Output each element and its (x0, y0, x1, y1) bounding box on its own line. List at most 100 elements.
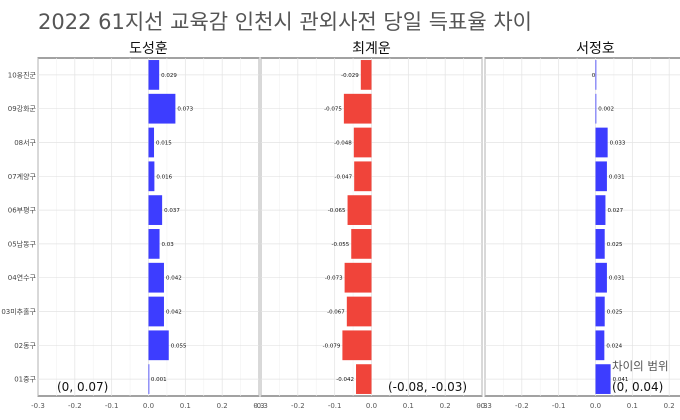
bar (148, 60, 160, 90)
data-label: 0.037 (164, 208, 180, 214)
bar (344, 262, 372, 293)
data-label: -0.067 (327, 310, 345, 316)
data-label: 0.025 (607, 242, 623, 248)
range-label: (0, 0.07) (57, 380, 108, 394)
bar (595, 161, 607, 192)
bar (595, 229, 605, 259)
panel-frame (484, 57, 680, 397)
data-label: -0.079 (323, 343, 341, 349)
data-label: 0.042 (166, 276, 182, 282)
bar (595, 195, 606, 225)
x-tick-label: -0.2 (68, 402, 82, 410)
bar (595, 262, 607, 293)
data-label: -0.075 (324, 107, 342, 113)
x-tick-label: -0.1 (552, 402, 566, 410)
x-tick-label: 0.2 (440, 402, 451, 410)
category-label: 03미추홀구 (1, 307, 36, 316)
bar (148, 93, 176, 124)
data-label: 0.016 (156, 174, 172, 180)
bar (343, 93, 372, 124)
bar (595, 93, 597, 124)
category-label: 08서구 (14, 138, 36, 147)
data-label: -0.065 (328, 208, 346, 214)
x-tick-label: 0.1 (627, 402, 638, 410)
category-label: 10옹진군 (8, 70, 37, 79)
bar (148, 262, 164, 293)
x-tick-label: 0.2 (217, 402, 228, 410)
data-label: -0.047 (334, 174, 352, 180)
data-label: 0.03 (162, 242, 175, 248)
x-tick-label: 0.1 (403, 402, 414, 410)
bar (342, 330, 372, 361)
x-tick-label: 0.0 (143, 402, 154, 410)
facet-title: 최계운 (352, 41, 391, 57)
data-label: 0.001 (151, 377, 167, 383)
x-tick-label: 0.1 (180, 402, 191, 410)
range-label: (-0.08, -0.03) (388, 380, 467, 394)
x-tick-label: -0.2 (515, 402, 529, 410)
data-label: -0.042 (336, 377, 354, 383)
data-label: 0 (592, 73, 596, 79)
data-label: -0.055 (332, 242, 350, 248)
x-tick-label: -0.1 (328, 402, 342, 410)
data-label: 0.055 (171, 343, 187, 349)
category-label: 07계양구 (8, 172, 37, 181)
bar (148, 127, 155, 158)
data-label: 0.029 (161, 73, 177, 79)
data-label: -0.048 (334, 141, 352, 147)
range-annotation: 차이의 범위 (612, 359, 669, 373)
bar (351, 229, 372, 259)
bar (148, 195, 163, 225)
bar (360, 60, 372, 90)
data-label: 0.025 (607, 310, 623, 316)
x-tick-label: 0.3 (253, 402, 264, 410)
category-label: 09강화군 (8, 104, 37, 113)
x-tick-label: -0.2 (291, 402, 305, 410)
category-label: 06부평구 (8, 206, 37, 215)
data-label: 0.031 (609, 276, 625, 282)
data-label: 0.041 (613, 377, 629, 383)
x-tick-label: -0.1 (105, 402, 119, 410)
data-label: 0.033 (610, 141, 626, 147)
x-tick-label: -0.3 (478, 402, 492, 410)
bar (595, 364, 611, 394)
x-tick-label: 0.3 (476, 402, 487, 410)
bar (595, 127, 608, 158)
data-label: 0.042 (166, 310, 182, 316)
bar (595, 296, 605, 327)
data-label: 0.031 (609, 174, 625, 180)
x-tick-label: -0.3 (31, 402, 45, 410)
x-tick-label: -0.3 (254, 402, 268, 410)
bar (148, 161, 155, 192)
bar (595, 330, 605, 361)
bar (148, 364, 150, 394)
data-label: -0.073 (325, 276, 343, 282)
x-tick-label: 0.0 (590, 402, 601, 410)
bar (148, 229, 160, 259)
bar (595, 60, 597, 90)
data-label: 0.015 (156, 141, 172, 147)
x-tick-label: 0.2 (664, 402, 675, 410)
facet-title: 서정호 (576, 41, 615, 57)
category-label: 01중구 (14, 376, 36, 384)
bar (148, 296, 164, 327)
bar (148, 330, 169, 361)
bar (354, 161, 372, 192)
category-label: 04연수구 (8, 274, 37, 282)
category-label: 05남동구 (8, 239, 37, 248)
data-label: 0.073 (177, 107, 193, 113)
bar (353, 127, 372, 158)
bar (347, 195, 372, 225)
data-label: -0.029 (341, 73, 359, 79)
bar (356, 364, 372, 394)
data-label: 0.027 (607, 208, 623, 214)
bar (346, 296, 372, 327)
x-tick-label: 0.0 (366, 402, 377, 410)
chart-title: 2022 61지선 교육감 인천시 관외사전 당일 득표율 차이 (38, 10, 532, 34)
data-label: 0.024 (606, 343, 622, 349)
data-label: 0.002 (598, 107, 614, 113)
range-label: (0, 0.04) (612, 380, 663, 394)
facet-title: 도성훈 (129, 41, 168, 57)
category-label: 02동구 (14, 342, 36, 350)
